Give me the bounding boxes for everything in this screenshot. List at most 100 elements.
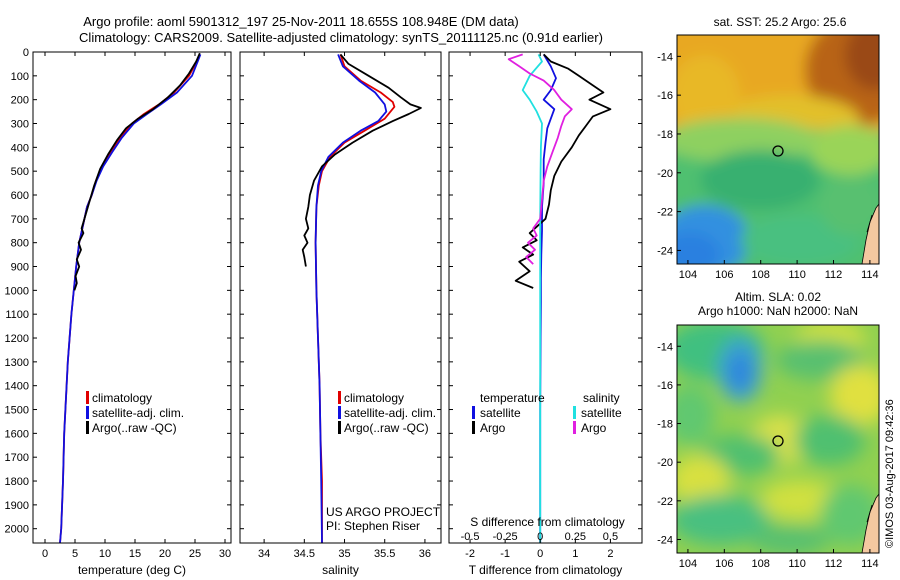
map-y-tick-label: -24: [657, 245, 673, 257]
y-tick-label: 300: [11, 119, 29, 131]
y-tick-label: 1100: [5, 309, 29, 321]
argo-location-marker: [772, 435, 784, 447]
x-tick-label: 30: [219, 548, 231, 560]
x-tick-label: 35.5: [374, 548, 395, 560]
map-y-tick-label: -16: [657, 90, 673, 102]
legend-label-satellite: satellite-adj. clim.: [344, 406, 436, 420]
legend-label-satellite: satellite-adj. clim.: [92, 406, 184, 420]
x-tick-label: 1: [572, 548, 578, 560]
y-tick-label: 1400: [5, 381, 29, 393]
legend-label-climatology: climatology: [92, 391, 152, 405]
y-tick-label: 1600: [5, 428, 29, 440]
difference-panel: -2 -1 0 1 2 -0.5 -0.25 0 0.25 0.5 S difference fro…: [448, 51, 643, 577]
sst-map: sat. SST: 25.2 Argo: 25.6: [657, 15, 880, 281]
map-y-tick-label: -22: [657, 496, 673, 508]
x-tick-label: 5: [72, 548, 78, 560]
y-tick-label: 1900: [5, 500, 29, 512]
map-x-tick-label: 114: [861, 269, 879, 281]
series-line-s-argo: [507, 53, 573, 265]
map-y-tick-label: -18: [657, 419, 673, 431]
salinity-legend: climatology satellite-adj. clim. Argo(..…: [338, 391, 436, 435]
salinity-panel: 34 34.5 35 35.5 36 salinity: [239, 51, 442, 577]
x-tick-label: 25: [189, 548, 201, 560]
temperature-panel: 0100200300400500600700800900100011001200…: [5, 47, 232, 577]
series-line-argo-raw-qc-: [301, 53, 422, 267]
y-tick-label: 1500: [5, 405, 29, 417]
sla-map: Altim. SLA: 0.02 Argo h1000: NaN h2000: …: [657, 290, 880, 570]
map-y-tick-label: -20: [657, 457, 673, 469]
map-x-tick-label: 108: [752, 558, 770, 570]
x-tick-label: 2: [607, 548, 613, 560]
x-axis-label: salinity: [322, 563, 359, 577]
sla-field: [677, 325, 879, 553]
x-tick-label: 0: [42, 548, 48, 560]
x-tick-label: 15: [129, 548, 141, 560]
map-x-tick-label: 110: [788, 558, 806, 570]
legend-swatch-climatology: [86, 391, 89, 404]
x-tick-label: 20: [159, 548, 171, 560]
x2-tick-label: 0: [537, 531, 543, 543]
y-tick-label: 1800: [5, 476, 29, 488]
series-line-satellite-adj-clim-: [314, 54, 388, 544]
x-tick-label: 35: [338, 548, 350, 560]
x-tick-label: 10: [99, 548, 111, 560]
legend-swatch-s-argo: [573, 421, 576, 434]
series-line-satellite-adj-clim-: [59, 54, 202, 544]
y-tick-label: 500: [11, 166, 29, 178]
series-line-s-satellite: [521, 54, 543, 543]
x-tick-label: 0: [537, 548, 543, 560]
y-tick-label: 700: [11, 214, 29, 226]
y-tick-label: 200: [11, 95, 29, 107]
y-tick-label: 800: [11, 238, 29, 250]
y-tick-label: 600: [11, 190, 29, 202]
y-tick-label: 100: [11, 71, 29, 83]
x2-axis-label: S difference from climatology: [470, 515, 625, 529]
x-tick-label: -2: [465, 548, 475, 560]
legend-swatch-argo: [86, 421, 89, 434]
y-tick-label: 1000: [5, 285, 29, 297]
project-label: US ARGO PROJECT: [326, 505, 441, 519]
sla-map-frame: [676, 324, 880, 554]
land-outline: [861, 203, 879, 264]
map-x-tick-label: 106: [715, 269, 733, 281]
y-tick-label: 900: [11, 262, 29, 274]
series-line-argo-raw-qc-: [73, 52, 201, 291]
legend-label-t-satellite: satellite: [480, 406, 521, 420]
argo-location-marker: [772, 145, 784, 157]
sla-map-subtitle: Argo h1000: NaN h2000: NaN: [698, 304, 858, 318]
x-tick-label: -1: [500, 548, 510, 560]
y-tick-label: 2000: [5, 524, 29, 536]
legend-swatch-s-satellite: [573, 406, 576, 419]
map-y-tick-label: -14: [657, 341, 673, 353]
imos-stamp: ©IMOS 03-Aug-2017 09:42:36: [884, 399, 896, 548]
map-x-tick-label: 112: [825, 269, 843, 281]
y-tick-label: 1700: [5, 452, 29, 464]
legend-swatch-satellite: [86, 406, 89, 419]
legend-label-climatology: climatology: [344, 391, 404, 405]
map-y-tick-label: -22: [657, 207, 673, 219]
sst-map-title: sat. SST: 25.2 Argo: 25.6: [714, 15, 847, 29]
map-y-tick-label: -16: [657, 380, 673, 392]
temperature-legend: climatology satellite-adj. clim. Argo(..…: [86, 391, 184, 435]
x-axis-label: T difference from climatology: [469, 563, 623, 577]
map-x-tick-label: 112: [825, 558, 843, 570]
x2-tick-label: -0.25: [493, 531, 518, 543]
y-tick-label: 1300: [5, 357, 29, 369]
x2-tick-label: 0.25: [565, 531, 586, 543]
map-y-tick-label: -18: [657, 129, 673, 141]
sst-map-frame: [676, 34, 880, 265]
x-tick-label: 34: [258, 548, 270, 560]
x2-tick-label: -0.5: [461, 531, 480, 543]
header-title-line1: Argo profile: aoml 5901312_197 25-Nov-20…: [83, 14, 519, 29]
legend-label-argo: Argo(..raw -QC): [92, 421, 177, 435]
land-outline: [861, 493, 879, 553]
legend-header-salinity: salinity: [583, 391, 620, 405]
legend-header-temperature: temperature: [480, 391, 545, 405]
map-x-tick-label: 110: [788, 269, 806, 281]
map-y-tick-label: -14: [657, 51, 673, 63]
difference-legend: temperature salinity satellite Argo sate…: [472, 391, 622, 435]
plot-frame: [239, 51, 442, 544]
legend-swatch-climatology: [338, 391, 341, 404]
sla-map-title: Altim. SLA: 0.02: [735, 290, 821, 304]
